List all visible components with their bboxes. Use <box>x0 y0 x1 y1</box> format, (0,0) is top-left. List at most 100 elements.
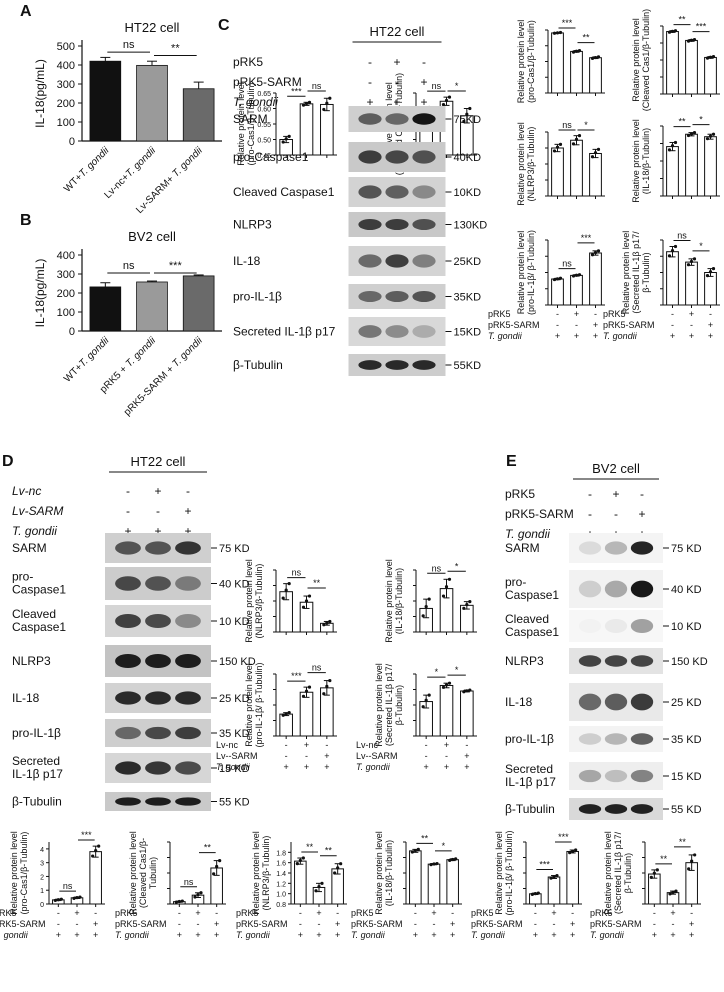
kd-label: 15 KD <box>219 763 250 775</box>
x-condition-label: T. gondii <box>590 930 625 940</box>
data-point <box>468 106 472 111</box>
data-point <box>668 892 672 896</box>
data-point <box>574 49 579 53</box>
bar <box>547 876 561 905</box>
significance-label: ns <box>63 881 73 891</box>
y-tick-label: 1.6 <box>276 861 286 868</box>
y-tick-label: 3 <box>40 861 44 868</box>
blot-band <box>630 733 654 745</box>
x-condition-mark: + <box>316 930 321 940</box>
significance-label: ns <box>184 877 194 887</box>
x-condition-mark: + <box>444 762 449 772</box>
data-point <box>690 859 694 863</box>
x-condition-mark: - <box>178 919 181 929</box>
blot-band <box>145 691 171 705</box>
data-point <box>686 133 691 138</box>
y-tick-label: 1.4 <box>276 871 286 878</box>
x-condition-mark: + <box>413 930 418 940</box>
data-point <box>447 577 452 581</box>
blot-band <box>578 733 602 745</box>
data-point <box>451 857 455 862</box>
x-condition-label: pRK5-SARM <box>603 320 655 330</box>
data-point <box>295 861 299 866</box>
blot-label: Caspase1 <box>12 583 66 597</box>
x-condition-mark: - <box>451 908 454 918</box>
y-axis-label: (Secreted IL-1β p17/ <box>384 663 394 746</box>
x-condition-mark: + <box>431 908 436 918</box>
significance-label: ns <box>123 39 135 51</box>
blot-label: SARM <box>505 541 540 555</box>
data-point <box>444 585 449 589</box>
y-tick-label: 0 <box>69 326 75 338</box>
significance-label: ** <box>313 578 321 588</box>
data-point <box>689 259 694 264</box>
data-point <box>670 29 675 33</box>
x-condition-label: pRK5 <box>0 908 17 918</box>
data-point <box>91 854 95 858</box>
data-point <box>444 98 449 103</box>
significance-label: ** <box>679 837 687 847</box>
data-point <box>75 896 79 900</box>
x-condition-label: T. gondii <box>488 331 523 341</box>
y-axis-label: Relative protein level <box>251 831 261 915</box>
panel-a-title: HT22 cell <box>125 20 180 35</box>
bar <box>446 859 459 905</box>
y-axis-label: Relative protein level <box>494 831 504 915</box>
data-point <box>574 848 578 852</box>
y-axis-label: (NLRP3/β-Tubulin) <box>254 564 264 639</box>
x-condition-mark: + <box>551 908 556 918</box>
kd-label: 55 KD <box>219 797 250 809</box>
blot-band <box>145 726 171 740</box>
data-point <box>555 145 560 149</box>
bar <box>409 850 422 905</box>
data-point <box>555 31 560 35</box>
bar <box>666 251 679 306</box>
x-condition-mark: + <box>533 930 538 940</box>
y-tick-label: 1.2 <box>276 881 286 888</box>
significance-label: ns <box>292 568 302 578</box>
blot-band <box>358 254 382 268</box>
data-point <box>448 858 452 863</box>
x-condition-label: T. gondii <box>351 930 386 940</box>
x-condition-label: pRK5 <box>488 309 511 319</box>
data-point <box>558 142 563 146</box>
data-point <box>424 698 428 702</box>
y-tick-label: 2 <box>40 874 44 881</box>
data-point <box>465 112 469 116</box>
kd-label: 35 KD <box>219 728 250 740</box>
x-condition-mark: + <box>450 919 455 929</box>
significance-label: ** <box>171 43 180 55</box>
data-point <box>421 705 425 709</box>
data-point <box>655 868 659 872</box>
bar <box>299 103 314 156</box>
x-category-label: pRK5-SARM + T. gondii <box>122 335 205 418</box>
data-point <box>284 137 288 141</box>
significance-label: * <box>699 241 703 251</box>
data-point <box>673 140 678 145</box>
y-tick-label: 500 <box>57 41 75 53</box>
blot-band <box>412 150 436 164</box>
data-point <box>667 30 672 34</box>
data-point <box>649 875 653 879</box>
data-point <box>287 711 291 715</box>
blot-band <box>145 761 171 775</box>
quant-chart-E6: Relative protein level (Secreted IL-1β p1… <box>590 831 701 940</box>
quant-chart-C6: Relative protein level (Secreted IL-1β p1… <box>603 231 720 341</box>
blot-band <box>604 580 628 598</box>
data-point <box>708 55 713 59</box>
significance-label: *** <box>291 86 302 96</box>
y-axis-label: (pro-IL-1β/ β-Tubulin) <box>504 830 514 915</box>
condition-mark: - <box>395 75 399 89</box>
quant-chart-C2: Relative protein level (Cleaved Cas1/β-Tu… <box>631 9 720 111</box>
x-condition-mark: + <box>177 930 182 940</box>
data-point <box>328 619 332 624</box>
x-condition-label: T. gondii <box>115 930 150 940</box>
blot-label: pro-IL-1β <box>505 732 554 746</box>
blot-band <box>115 613 141 629</box>
bar <box>666 146 679 197</box>
y-tick-label: 1 <box>40 888 44 895</box>
blot-band <box>604 541 628 555</box>
data-point <box>705 274 710 278</box>
condition-mark: - <box>126 504 130 518</box>
